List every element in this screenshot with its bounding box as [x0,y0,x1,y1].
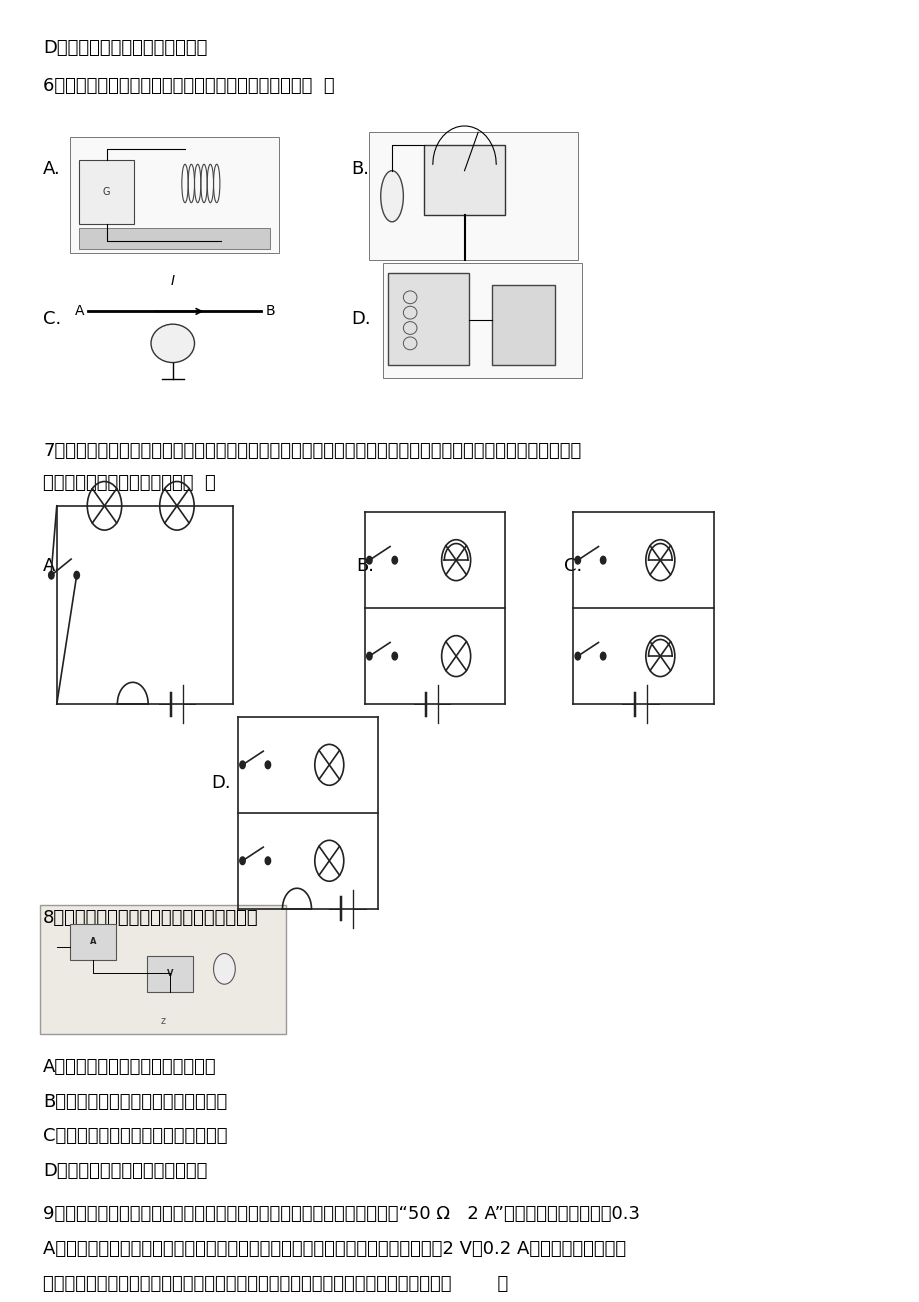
Text: B.: B. [351,160,369,178]
Text: B．电流表测量的是通过甲灯泡的电流: B．电流表测量的是通过甲灯泡的电流 [43,1092,227,1111]
Text: A: A [74,305,84,319]
Text: 7．设计一个病房呼叫电路，要求：按下病人床头开关，値班室的电铃会响，对应床头灯亮，提醒护士哪位需要护: 7．设计一个病房呼叫电路，要求：按下病人床头开关，値班室的电铃会响，对应床头灯亮… [43,441,581,460]
Circle shape [240,760,245,768]
Text: D.: D. [351,310,370,328]
Bar [387,273,469,365]
Bar [70,924,116,960]
Text: 6．如图所示实验情景中，用来研究电磁感应现象的是（  ）: 6．如图所示实验情景中，用来研究电磁感应现象的是（ ） [43,77,335,95]
Circle shape [574,556,580,564]
Text: A。该同学将滑动变阵器置于最大阵値后，闭合开关，电压表、电流表的示数分别为2 V和0.2 A，接着移动滑动变阵: A。该同学将滑动变阵器置于最大阵値后，闭合开关，电压表、电流表的示数分别为2 V… [43,1240,626,1258]
Text: C．电压表测量的是乙灯泡两端的电压: C．电压表测量的是乙灯泡两端的电压 [43,1128,227,1146]
Text: S: S [153,339,160,349]
Circle shape [391,652,397,660]
Text: B.: B. [356,557,373,575]
FancyBboxPatch shape [40,905,286,1034]
Text: N: N [185,339,193,349]
Circle shape [367,652,371,660]
Bar [79,228,269,249]
Text: 器直至小灯泡正常发光，这时滑动变阵器的滑片恰好在中点，则小灯泡的额定功率为（        ）: 器直至小灯泡正常发光，这时滑动变阵器的滑片恰好在中点，则小灯泡的额定功率为（ ） [43,1275,508,1293]
FancyBboxPatch shape [70,138,278,253]
Text: A.: A. [43,160,61,178]
Bar [79,160,133,224]
Circle shape [240,857,245,865]
Text: I: I [171,275,175,288]
Text: G: G [103,186,110,197]
Bar [424,145,505,215]
Text: A．闭合开关，会出现电源短路故障: A．闭合开关，会出现电源短路故障 [43,1059,217,1077]
Text: D．开关只控制甲灯泡的工作状态: D．开关只控制甲灯泡的工作状态 [43,1161,208,1180]
Circle shape [49,572,54,579]
FancyBboxPatch shape [369,133,577,260]
Circle shape [265,857,270,865]
Circle shape [574,652,580,660]
Text: D.: D. [210,775,230,793]
Circle shape [600,556,606,564]
Text: C.: C. [43,310,62,328]
Text: 9．某同学利用如图所示的电路测定小灯泡的额定功率，滑动变阵器上标有“50 Ω   2 A”，小灯泡的额定电流为0.3: 9．某同学利用如图所示的电路测定小灯泡的额定功率，滑动变阵器上标有“50 Ω 2… [43,1206,640,1224]
Circle shape [213,953,235,984]
Ellipse shape [151,324,194,362]
Text: A.: A. [43,557,61,575]
Bar [147,956,192,992]
Text: A: A [90,937,96,947]
Text: 8．如图所示的电路，判断下列说法正确的是: 8．如图所示的电路，判断下列说法正确的是 [43,909,258,927]
Text: 理．下列电路设计最合理的是（  ）: 理．下列电路设计最合理的是（ ） [43,474,216,492]
Circle shape [600,652,606,660]
Circle shape [74,572,79,579]
Ellipse shape [380,171,403,221]
Circle shape [265,760,270,768]
Text: C.: C. [563,557,582,575]
Text: z: z [160,1017,165,1026]
Text: B: B [265,305,275,319]
Circle shape [391,556,397,564]
FancyBboxPatch shape [382,263,582,378]
Text: V: V [166,970,173,979]
Circle shape [367,556,371,564]
Bar [491,285,554,365]
Text: D．若相互排斥，则泡沫球不带电: D．若相互排斥，则泡沫球不带电 [43,39,208,57]
